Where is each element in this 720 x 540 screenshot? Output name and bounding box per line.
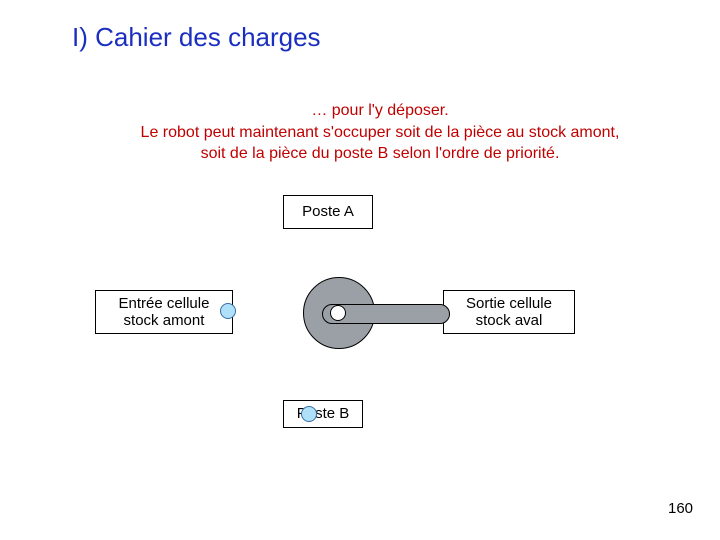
box-poste-a-label: Poste A (302, 203, 354, 220)
piece-disc (220, 303, 236, 319)
page-number: 160 (668, 500, 693, 517)
box-sortie-label: Sortie cellulestock aval (466, 295, 552, 330)
section-title: I) Cahier des charges (72, 22, 321, 53)
robot-joint (330, 305, 346, 321)
box-entree: Entrée cellulestock amont (95, 290, 233, 334)
description-line2: Le robot peut maintenant s'occuper soit … (141, 124, 620, 163)
description-text: … pour l'y déposer. Le robot peut mainte… (130, 100, 630, 165)
box-sortie: Sortie cellulestock aval (443, 290, 575, 334)
box-entree-label: Entrée cellulestock amont (119, 295, 210, 330)
box-poste-b: Poste B (283, 400, 363, 428)
piece-disc (301, 406, 317, 422)
description-line1: … pour l'y déposer. (311, 102, 448, 119)
box-poste-a: Poste A (283, 195, 373, 229)
